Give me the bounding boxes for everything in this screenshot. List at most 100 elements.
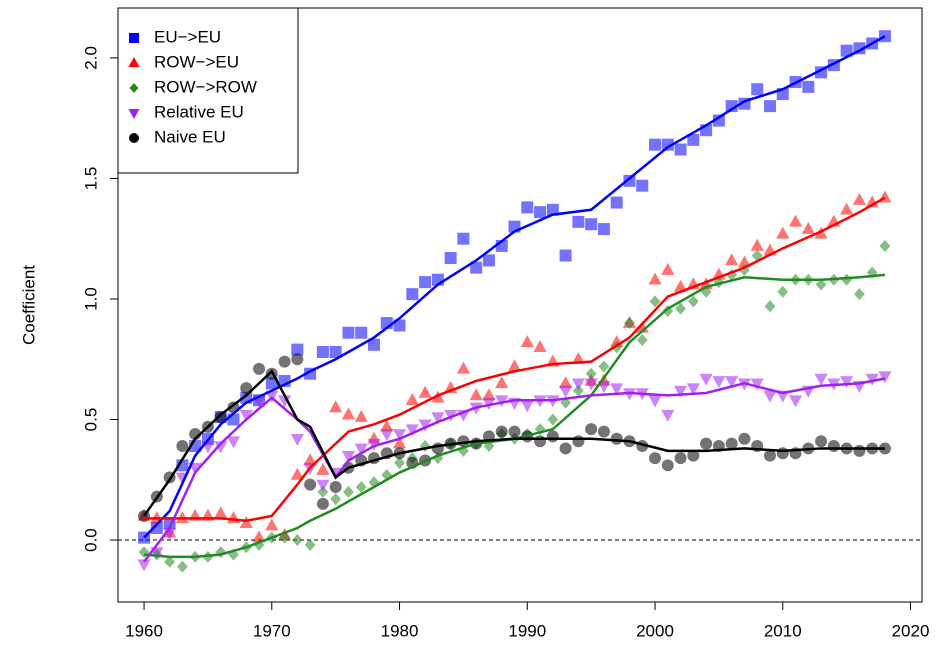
marker-down-triangle bbox=[392, 429, 407, 442]
marker-circle bbox=[534, 435, 547, 448]
legend-box bbox=[117, 7, 299, 174]
marker-circle bbox=[546, 430, 559, 443]
marker-square bbox=[342, 326, 355, 339]
marker-diamond bbox=[854, 288, 865, 301]
marker-diamond bbox=[841, 273, 853, 286]
marker-triangle bbox=[852, 192, 867, 205]
marker-down-triangle bbox=[405, 424, 419, 437]
marker-square bbox=[661, 138, 674, 151]
marker-down-triangle bbox=[750, 378, 764, 391]
marker-diamond bbox=[879, 239, 891, 252]
marker-diamond bbox=[215, 546, 227, 559]
marker-circle bbox=[291, 353, 304, 366]
marker-down-triangle bbox=[341, 450, 356, 463]
marker-triangle bbox=[290, 467, 304, 480]
marker-down-triangle bbox=[239, 409, 253, 422]
marker-circle bbox=[687, 449, 700, 462]
marker-circle bbox=[815, 435, 828, 448]
marker-square bbox=[482, 254, 495, 267]
marker-square bbox=[585, 218, 598, 231]
y-tick-label: 1.5 bbox=[81, 167, 100, 191]
marker-circle bbox=[776, 447, 789, 460]
marker-circle bbox=[763, 449, 776, 462]
marker-triangle bbox=[750, 238, 764, 251]
marker-triangle bbox=[469, 388, 483, 401]
marker-triangle bbox=[482, 388, 496, 401]
marker-down-triangle bbox=[648, 395, 662, 408]
marker-diamond bbox=[291, 534, 303, 547]
marker-circle bbox=[597, 425, 610, 438]
marker-diamond bbox=[764, 300, 776, 313]
marker-down-triangle bbox=[840, 376, 854, 389]
legend-label: EU−>EU bbox=[154, 27, 221, 46]
marker-triangle bbox=[354, 409, 368, 422]
marker-down-triangle bbox=[814, 373, 828, 386]
marker-diamond bbox=[585, 367, 597, 380]
fit-line bbox=[144, 196, 886, 523]
marker-diamond bbox=[330, 493, 342, 506]
marker-circle bbox=[674, 452, 687, 465]
marker-triangle bbox=[226, 511, 241, 524]
marker-circle bbox=[585, 423, 598, 436]
marker-circle bbox=[508, 425, 521, 438]
fit-line bbox=[143, 377, 886, 563]
marker-down-triangle bbox=[712, 376, 726, 389]
marker-square bbox=[763, 100, 776, 113]
y-tick-label: 2.0 bbox=[81, 46, 100, 70]
x-tick-label: 2010 bbox=[764, 621, 802, 640]
marker-down-triangle bbox=[380, 429, 394, 442]
marker-circle bbox=[738, 432, 751, 445]
marker-square bbox=[674, 143, 687, 156]
marker-down-triangle bbox=[214, 441, 228, 454]
marker-circle bbox=[304, 478, 317, 491]
marker-diamond bbox=[636, 333, 648, 346]
marker-triangle bbox=[405, 393, 419, 406]
plot-frame bbox=[117, 7, 923, 603]
marker-triangle bbox=[776, 226, 790, 239]
marker-down-triangle bbox=[673, 385, 688, 398]
marker-circle bbox=[559, 442, 572, 455]
marker-diamond bbox=[432, 452, 444, 465]
y-tick-label: 0.0 bbox=[81, 528, 100, 552]
marker-circle bbox=[661, 459, 674, 472]
legend-label: Relative EU bbox=[154, 102, 244, 121]
marker-diamond bbox=[343, 485, 354, 498]
legend-label: ROW−>ROW bbox=[154, 77, 257, 96]
x-tick-label: 1980 bbox=[381, 621, 419, 640]
marker-square bbox=[802, 80, 815, 93]
y-axis-label: Coefficient bbox=[19, 265, 38, 345]
fit-line bbox=[143, 273, 886, 559]
marker-down-triangle bbox=[699, 373, 713, 386]
x-tick-label: 1960 bbox=[125, 621, 163, 640]
marker-diamond bbox=[355, 481, 367, 494]
marker-down-triangle bbox=[763, 390, 777, 403]
y-tick-label: 0.5 bbox=[81, 408, 100, 432]
marker-triangle bbox=[840, 202, 854, 215]
marker-down-triangle bbox=[188, 462, 202, 475]
marker-triangle bbox=[341, 407, 356, 420]
marker-diamond bbox=[624, 317, 635, 330]
marker-triangle bbox=[418, 385, 432, 398]
marker-down-triangle bbox=[226, 436, 241, 449]
marker-circle bbox=[176, 440, 189, 453]
marker-diamond bbox=[304, 538, 316, 551]
marker-square bbox=[534, 206, 547, 219]
marker-square bbox=[457, 232, 470, 245]
marker-circle bbox=[329, 481, 342, 494]
marker-down-triangle bbox=[354, 443, 368, 456]
marker-triangle bbox=[128, 57, 140, 67]
marker-circle bbox=[214, 411, 227, 424]
marker-square bbox=[329, 346, 342, 359]
x-tick-label: 2020 bbox=[892, 621, 930, 640]
marker-down-triangle bbox=[788, 395, 803, 408]
marker-square bbox=[623, 174, 636, 187]
marker-circle bbox=[253, 362, 266, 375]
marker-triangle bbox=[265, 518, 279, 531]
marker-square bbox=[521, 201, 534, 214]
marker-square bbox=[725, 100, 738, 113]
marker-square bbox=[751, 83, 764, 96]
marker-square bbox=[227, 413, 240, 426]
marker-diamond bbox=[176, 560, 188, 573]
marker-square bbox=[470, 261, 483, 274]
